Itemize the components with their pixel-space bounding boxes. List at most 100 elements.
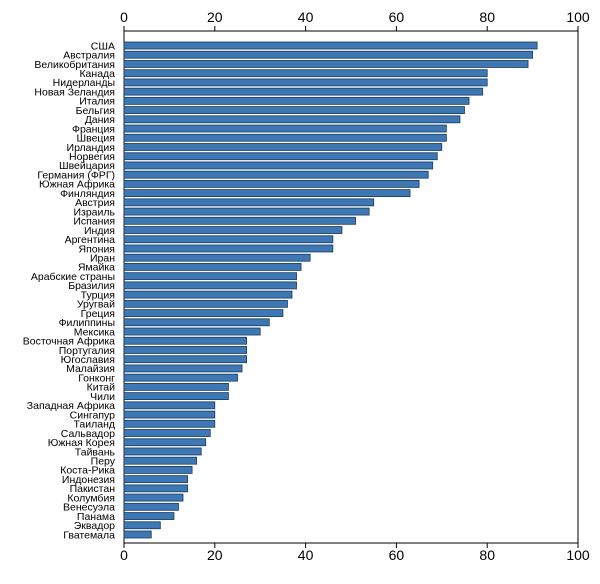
- category-label: Перу: [91, 455, 116, 467]
- x-tick-label-bottom: 80: [479, 547, 495, 563]
- category-label: Австрия: [75, 197, 115, 209]
- category-label: Ирландия: [67, 142, 115, 154]
- bar: [123, 170, 429, 179]
- category-label: Испания: [73, 216, 115, 228]
- category-label: Германия (ФРГ): [37, 169, 115, 181]
- category-label: Чили: [90, 391, 115, 403]
- bar: [123, 336, 247, 345]
- bar: [123, 327, 261, 336]
- category-label: Австралия: [63, 50, 115, 62]
- category-label: Бразилия: [68, 280, 115, 292]
- bar: [123, 106, 465, 114]
- category-label: Тайвань: [75, 446, 116, 458]
- category-label: Малайзия: [66, 363, 115, 375]
- x-tick-label-top: 60: [389, 9, 405, 25]
- bar: [123, 78, 488, 87]
- category-label: Югославия: [61, 354, 115, 366]
- bar: [123, 309, 284, 317]
- bar: [123, 263, 302, 271]
- category-label: Мексика: [74, 326, 115, 338]
- bar: [123, 318, 270, 327]
- category-label: Швеция: [77, 133, 116, 145]
- bar: [123, 373, 238, 382]
- bar: [123, 50, 534, 59]
- bar: [123, 475, 188, 484]
- category-label: Венесуэла: [63, 502, 115, 514]
- x-tick-label-bottom: 40: [298, 547, 314, 563]
- bar: [123, 429, 211, 437]
- bar: [123, 484, 188, 493]
- x-tick-label-bottom: 0: [120, 547, 128, 563]
- x-tick-label-bottom: 20: [207, 547, 223, 563]
- category-label: Гонконг: [78, 372, 115, 384]
- category-label: Греция: [81, 308, 115, 320]
- bar: [123, 226, 343, 234]
- category-label: Финляндия: [60, 188, 115, 200]
- bar: [123, 189, 411, 198]
- category-label: Уругвай: [77, 299, 115, 311]
- category-label: Дания: [85, 114, 115, 126]
- bar: [123, 41, 538, 50]
- bar: [123, 466, 193, 474]
- bar: [123, 530, 152, 539]
- category-label: Турция: [81, 289, 115, 301]
- x-tick-label-top: 0: [120, 9, 128, 25]
- category-label: Западная Африка: [27, 400, 115, 412]
- category-label: Япония: [79, 243, 115, 255]
- bar: [123, 60, 529, 68]
- category-label: Индонезия: [62, 474, 115, 486]
- bar: [123, 382, 229, 391]
- category-label: Нидерланды: [53, 77, 115, 89]
- category-label: Ямайка: [78, 262, 115, 274]
- bar: [123, 299, 288, 308]
- bar: [123, 410, 216, 419]
- bar: [123, 133, 447, 142]
- bar: [123, 521, 161, 530]
- x-tick-label-top: 20: [207, 9, 223, 25]
- bar: [123, 198, 375, 207]
- bar: [123, 115, 461, 124]
- category-label: Аргентина: [65, 234, 116, 246]
- category-label: Иран: [90, 253, 115, 265]
- x-tick-label-top: 80: [479, 9, 495, 25]
- bar: [123, 124, 447, 133]
- category-label: Пакистан: [70, 483, 116, 495]
- x-tick-label-bottom: 60: [389, 547, 405, 563]
- category-label: Италия: [79, 96, 115, 108]
- x-tick-label-top: 100: [566, 9, 590, 25]
- category-label: Бельгия: [76, 105, 115, 117]
- bar: [123, 512, 175, 520]
- bar: [123, 272, 297, 281]
- category-label: Южная Африка: [39, 179, 115, 191]
- category-label: Израиль: [73, 206, 115, 218]
- bar: [123, 493, 184, 502]
- category-label: Панама: [77, 511, 115, 523]
- bar: [123, 419, 216, 428]
- category-label: Новая Зеландия: [34, 86, 115, 98]
- category-label: Южная Корея: [48, 437, 115, 449]
- category-label: Филиппины: [59, 317, 115, 329]
- category-label: Великобритания: [34, 59, 115, 71]
- category-label: Сингапур: [70, 409, 116, 421]
- bar: [123, 364, 243, 373]
- bar: [123, 235, 334, 244]
- bar: [123, 438, 207, 447]
- category-label: Сальвадор: [61, 428, 115, 440]
- category-label: Канада: [79, 68, 115, 80]
- bar: [123, 346, 247, 354]
- bar: [123, 216, 356, 225]
- bar: [123, 207, 370, 216]
- bar: [123, 253, 311, 262]
- category-label: Коста-Рика: [60, 465, 115, 477]
- category-label: Китай: [87, 382, 116, 394]
- bar: [123, 401, 216, 410]
- category-label: Восточная Африка: [23, 336, 115, 348]
- bar: [123, 69, 488, 78]
- category-label: Колумбия: [67, 492, 115, 504]
- bar: [123, 281, 297, 290]
- bar: [123, 355, 247, 364]
- bar: [123, 179, 420, 188]
- x-tick-label-top: 40: [298, 9, 314, 25]
- category-label: Гватемала: [63, 529, 115, 541]
